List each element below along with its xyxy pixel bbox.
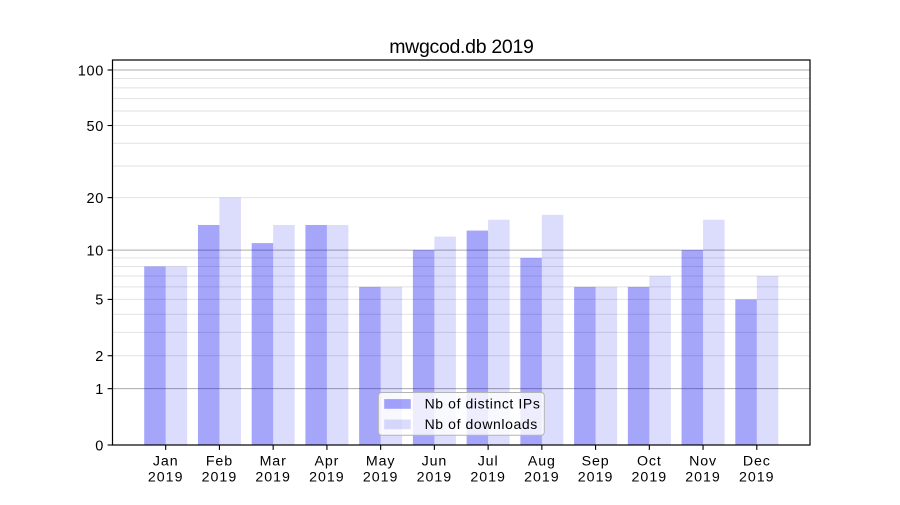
svg-text:10: 10: [86, 243, 104, 259]
svg-text:2019: 2019: [524, 469, 560, 485]
svg-text:May: May: [366, 453, 396, 469]
svg-text:2019: 2019: [739, 469, 775, 485]
svg-text:2019: 2019: [148, 469, 184, 485]
svg-text:2: 2: [95, 349, 104, 365]
svg-text:Nov: Nov: [689, 453, 717, 469]
svg-text:0: 0: [95, 438, 104, 454]
svg-text:mwgcod.db 2019: mwgcod.db 2019: [389, 36, 533, 58]
svg-text:Jan: Jan: [153, 453, 179, 469]
svg-text:Jul: Jul: [478, 453, 499, 469]
svg-text:100: 100: [78, 63, 104, 79]
svg-text:20: 20: [86, 191, 104, 207]
svg-text:2019: 2019: [685, 469, 721, 485]
svg-text:5: 5: [95, 293, 104, 309]
svg-text:Nb of distinct IPs: Nb of distinct IPs: [425, 396, 541, 412]
svg-text:2019: 2019: [632, 469, 668, 485]
svg-text:1: 1: [95, 382, 104, 398]
svg-text:Aug: Aug: [528, 453, 556, 469]
svg-text:Oct: Oct: [637, 453, 662, 469]
svg-text:2019: 2019: [309, 469, 345, 485]
svg-text:Nb of downloads: Nb of downloads: [425, 416, 538, 432]
svg-text:Sep: Sep: [582, 453, 610, 469]
svg-text:2019: 2019: [255, 469, 291, 485]
svg-text:2019: 2019: [417, 469, 453, 485]
svg-text:Apr: Apr: [315, 453, 340, 469]
svg-text:Dec: Dec: [743, 453, 771, 469]
svg-text:2019: 2019: [363, 469, 399, 485]
svg-text:2019: 2019: [470, 469, 506, 485]
svg-text:50: 50: [86, 119, 104, 135]
svg-text:Feb: Feb: [206, 453, 233, 469]
svg-text:2019: 2019: [202, 469, 238, 485]
svg-text:2019: 2019: [578, 469, 614, 485]
svg-text:Mar: Mar: [260, 453, 287, 469]
svg-text:Jun: Jun: [422, 453, 448, 469]
